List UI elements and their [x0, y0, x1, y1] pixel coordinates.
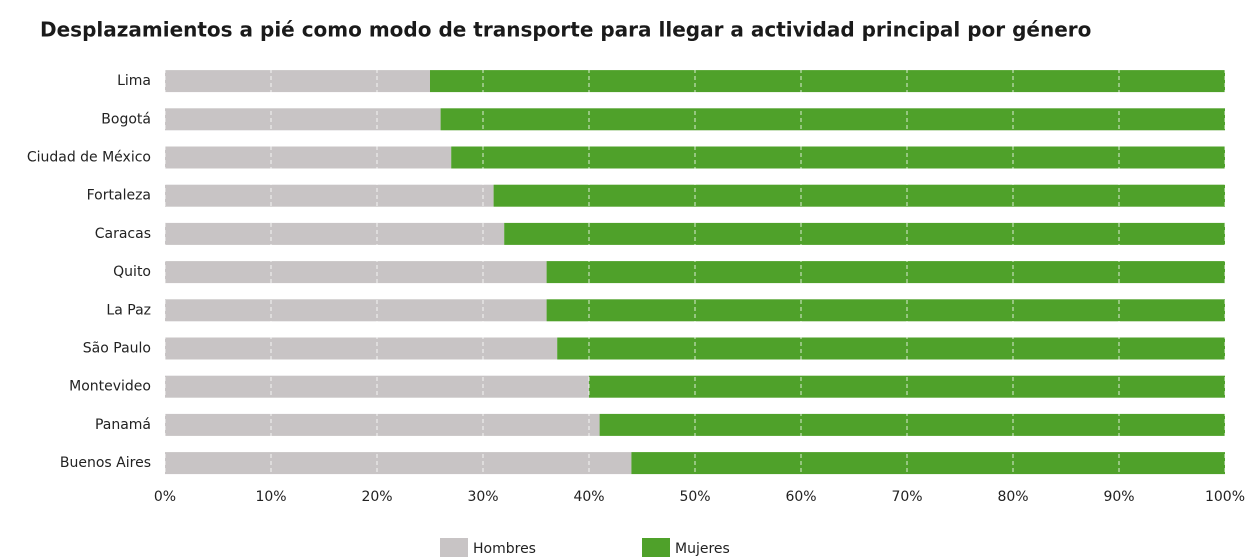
x-tick-label: 90% [1103, 489, 1134, 505]
legend-label: Hombres [473, 541, 536, 557]
x-tick-label: 70% [891, 489, 922, 505]
bar-segment [546, 299, 1225, 322]
legend-label: Mujeres [675, 541, 730, 557]
y-tick-label: Quito [113, 264, 151, 280]
y-tick-label: Montevideo [69, 379, 151, 395]
y-tick-label: Fortaleza [87, 188, 151, 204]
bar-segment [165, 184, 494, 207]
bar-segment [165, 261, 547, 284]
bar-segment [165, 70, 430, 93]
y-tick-label: São Paulo [83, 341, 151, 357]
x-tick-label: 0% [154, 489, 176, 505]
x-tick-label: 10% [255, 489, 286, 505]
chart-title: Desplazamientos a pié como modo de trans… [40, 18, 1091, 42]
bar-segment [546, 261, 1225, 284]
bar-segment [165, 146, 452, 169]
bar-segment [451, 146, 1225, 169]
bar-segment [165, 337, 558, 360]
x-tick-label: 40% [573, 489, 604, 505]
bar-segment [165, 222, 505, 245]
bar-segment [165, 413, 600, 436]
legend-swatch [642, 538, 670, 557]
bar-segment [165, 299, 547, 322]
x-tick-label: 80% [997, 489, 1028, 505]
y-tick-label: Lima [117, 73, 151, 89]
x-tick-label: 60% [785, 489, 816, 505]
x-tick-label: 100% [1205, 489, 1245, 505]
bar-segment [440, 108, 1226, 131]
bar-segment [599, 413, 1225, 436]
y-tick-label: Bogotá [101, 111, 151, 127]
y-tick-label: Panamá [95, 417, 151, 433]
bar-segment [631, 452, 1225, 475]
y-tick-label: Caracas [95, 226, 151, 242]
bar-segment [165, 452, 632, 475]
x-tick-label: 20% [361, 489, 392, 505]
x-tick-label: 50% [679, 489, 710, 505]
bar-segment [493, 184, 1226, 207]
x-tick-label: 30% [467, 489, 498, 505]
bar-segment [504, 222, 1225, 245]
bar-segment [430, 70, 1225, 93]
y-tick-label: La Paz [106, 302, 151, 318]
bar-segment [165, 108, 441, 131]
y-tick-label: Buenos Aires [60, 455, 151, 471]
y-tick-label: Ciudad de México [27, 150, 151, 166]
bar-segment [557, 337, 1225, 360]
legend-swatch [440, 538, 468, 557]
